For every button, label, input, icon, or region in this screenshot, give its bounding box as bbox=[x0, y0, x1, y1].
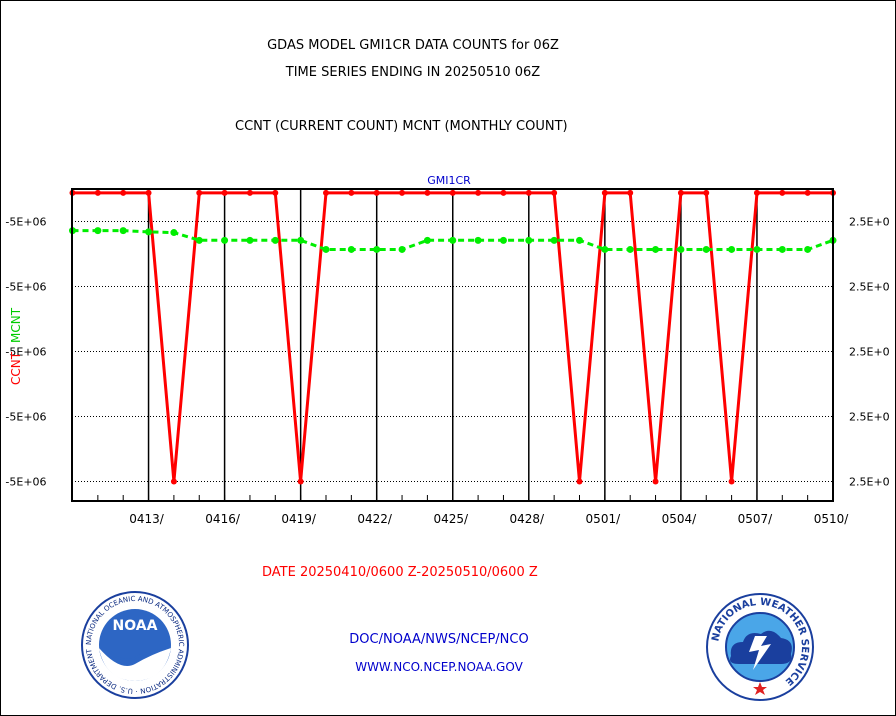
data-point-ccnt bbox=[120, 189, 127, 196]
x-tick-label: 0428/ bbox=[510, 512, 546, 526]
y-axis-label-ccnt: CCNT bbox=[9, 351, 23, 385]
data-point-ccnt bbox=[779, 189, 786, 196]
data-point-ccnt bbox=[323, 189, 329, 196]
data-point-ccnt bbox=[652, 478, 659, 485]
data-point-mcnt bbox=[347, 245, 355, 253]
data-point-mcnt bbox=[626, 245, 634, 253]
y-tick-label-left: -5E+06 bbox=[5, 411, 46, 424]
data-point-ccnt bbox=[728, 478, 735, 485]
data-point-ccnt bbox=[475, 189, 482, 196]
data-point-ccnt bbox=[246, 189, 253, 196]
data-point-ccnt bbox=[297, 478, 304, 485]
data-point-mcnt bbox=[702, 245, 710, 253]
date-range: DATE 20250410/0600 Z-20250510/0600 Z bbox=[262, 565, 538, 580]
chart-title: GDAS MODEL GMI1CR DATA COUNTS for 06Z bbox=[267, 38, 559, 53]
data-point-mcnt bbox=[195, 236, 203, 244]
y-tick-label-right: 2.5E+0 bbox=[849, 281, 890, 294]
data-point-mcnt bbox=[728, 245, 736, 253]
data-point-mcnt bbox=[449, 236, 457, 244]
data-point-mcnt bbox=[322, 245, 330, 253]
credit-agency: DOC/NOAA/NWS/NCEP/NCO bbox=[349, 632, 529, 647]
data-point-ccnt bbox=[145, 189, 152, 196]
noaa-label: NOAA bbox=[113, 618, 158, 634]
data-point-mcnt bbox=[246, 236, 254, 244]
x-tick-label: 0419/ bbox=[281, 512, 317, 526]
series-layer bbox=[69, 189, 837, 485]
data-point-ccnt bbox=[703, 189, 710, 196]
noaa-logo: NATIONAL OCEANIC AND ATMOSPHERIC ADMINIS… bbox=[80, 590, 189, 699]
y-tick-label-left: -5E+06 bbox=[5, 346, 46, 359]
data-point-ccnt bbox=[627, 189, 634, 196]
data-point-mcnt bbox=[778, 245, 786, 253]
data-point-ccnt bbox=[221, 189, 228, 196]
x-tick-label: 0504/ bbox=[662, 512, 698, 526]
data-point-mcnt bbox=[550, 236, 558, 244]
data-point-ccnt bbox=[804, 189, 811, 196]
data-point-ccnt bbox=[449, 189, 456, 196]
axis-labels: -5E+06 2.5E+0 -5E+06 2.5E+0 -5E+06 2.5E+0 -5E+… bbox=[5, 216, 889, 527]
data-point-mcnt bbox=[804, 245, 812, 253]
chart-subtitle: TIME SERIES ENDING IN 20250510 06Z bbox=[285, 65, 541, 80]
x-tick-label: 0422/ bbox=[357, 512, 393, 526]
data-point-mcnt bbox=[576, 236, 583, 244]
y-axis-label-mcnt: MCNT bbox=[9, 307, 23, 343]
y-tick-label-right: 2.5E+0 bbox=[849, 216, 890, 229]
plot-title: GMI1CR bbox=[427, 174, 471, 187]
data-point-ccnt bbox=[196, 189, 203, 196]
data-point-ccnt bbox=[373, 189, 380, 196]
data-point-mcnt bbox=[297, 236, 305, 244]
y-tick-label-right: 2.5E+0 bbox=[849, 476, 890, 489]
data-point-ccnt bbox=[753, 189, 760, 196]
data-point-ccnt bbox=[551, 189, 558, 196]
data-point-mcnt bbox=[499, 236, 507, 244]
data-point-ccnt bbox=[601, 189, 608, 196]
data-point-ccnt bbox=[170, 478, 177, 485]
y-tick-label-right: 2.5E+0 bbox=[849, 346, 890, 359]
data-point-ccnt bbox=[424, 189, 431, 196]
x-tick-label: 0425/ bbox=[433, 512, 469, 526]
series-description: CCNT (CURRENT COUNT) MCNT (MONTHLY COUNT… bbox=[235, 119, 568, 134]
x-tick-label: 0501/ bbox=[586, 512, 622, 526]
data-point-ccnt bbox=[399, 189, 406, 196]
data-point-ccnt bbox=[677, 189, 684, 196]
data-point-mcnt bbox=[94, 227, 102, 235]
data-point-mcnt bbox=[271, 236, 279, 244]
data-point-mcnt bbox=[652, 245, 660, 253]
x-tick-label: 0507/ bbox=[738, 512, 774, 526]
x-tick-label: 0510/ bbox=[814, 512, 850, 526]
data-point-mcnt bbox=[753, 245, 761, 253]
data-point-mcnt bbox=[423, 236, 431, 244]
data-point-ccnt bbox=[576, 478, 583, 485]
y-tick-label-right: 2.5E+0 bbox=[849, 411, 890, 424]
data-point-mcnt bbox=[373, 245, 381, 253]
data-point-mcnt bbox=[221, 236, 229, 244]
credit-website[interactable]: WWW.NCO.NCEP.NOAA.GOV bbox=[355, 660, 523, 674]
data-point-mcnt bbox=[398, 245, 406, 253]
y-tick-label-left: -5E+06 bbox=[5, 281, 46, 294]
data-point-mcnt bbox=[525, 236, 533, 244]
data-point-ccnt bbox=[525, 189, 532, 196]
data-point-mcnt bbox=[170, 229, 178, 237]
data-point-mcnt bbox=[119, 227, 127, 235]
data-point-ccnt bbox=[500, 189, 507, 196]
data-point-mcnt bbox=[677, 245, 685, 253]
data-point-ccnt bbox=[94, 189, 101, 196]
nws-logo: NATIONAL WEATHER SERVICE bbox=[706, 593, 814, 701]
plot-frame bbox=[71, 188, 834, 502]
data-point-mcnt bbox=[474, 236, 482, 244]
x-tick-label: 0413/ bbox=[129, 512, 165, 526]
data-point-ccnt bbox=[348, 189, 355, 196]
data-point-mcnt bbox=[601, 245, 609, 253]
data-point-mcnt bbox=[145, 228, 153, 236]
data-point-ccnt bbox=[272, 189, 279, 196]
x-tick-label: 0416/ bbox=[205, 512, 241, 526]
y-tick-label-left: -5E+06 bbox=[5, 216, 46, 229]
y-tick-label-left: -5E+06 bbox=[5, 476, 46, 489]
